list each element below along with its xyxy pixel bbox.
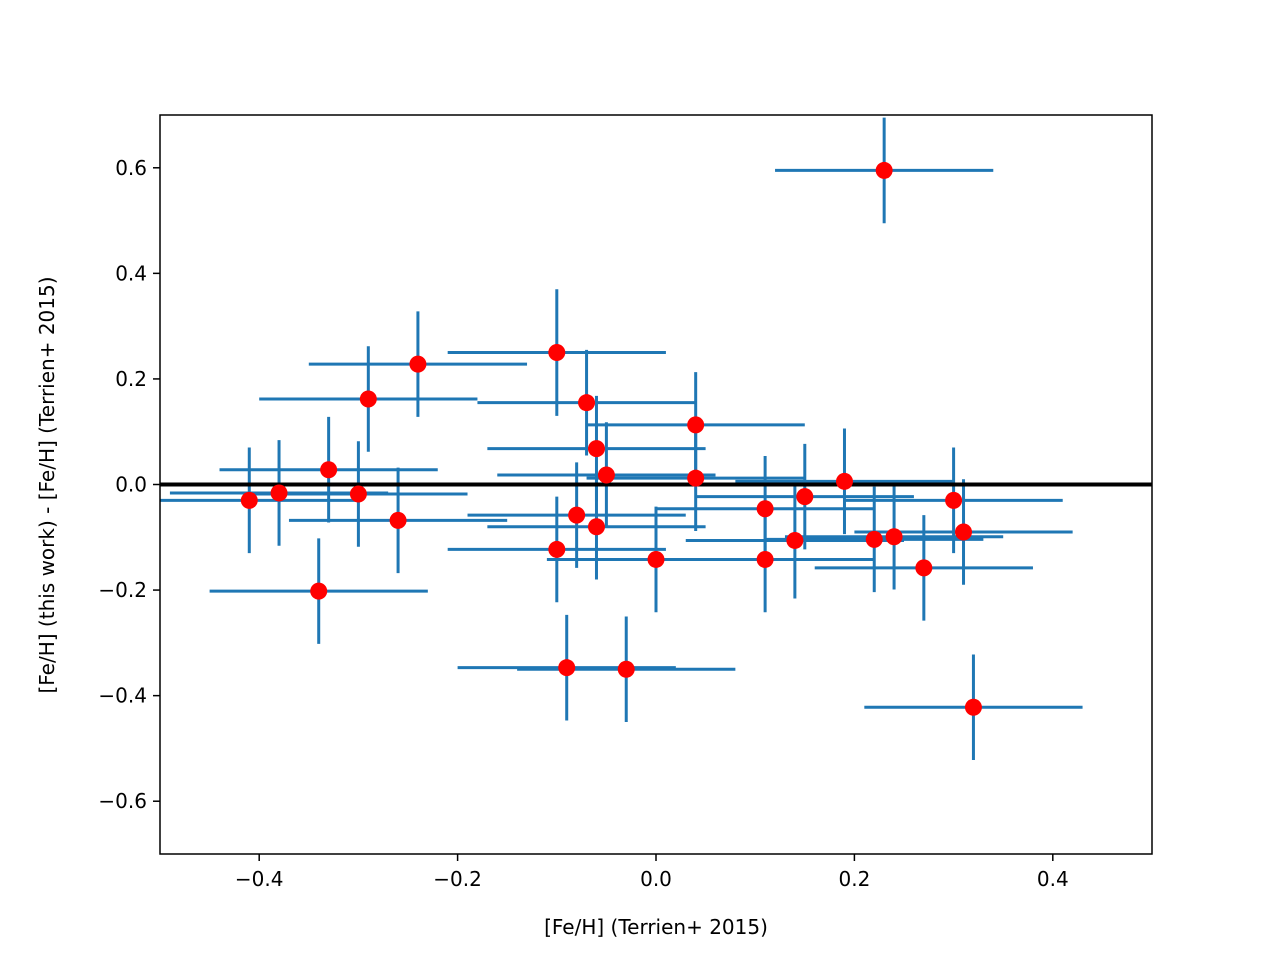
data-point-1	[409, 355, 427, 373]
x-tick-label: 0.2	[838, 867, 870, 891]
data-point-16	[587, 518, 605, 536]
data-point-7	[597, 466, 615, 484]
data-point-19	[558, 659, 576, 677]
data-point-5	[687, 416, 705, 434]
x-tick-label: −0.2	[433, 867, 482, 891]
data-point-12	[349, 485, 367, 503]
y-axis-label: [Fe/H] (this work) - [Fe/H] (Terrien+ 20…	[35, 276, 59, 693]
data-point-10	[240, 491, 258, 509]
x-axis-label: [Fe/H] (Terrien+ 2015)	[544, 915, 768, 939]
data-point-6	[587, 440, 605, 458]
data-point-25	[835, 472, 853, 490]
data-point-18	[647, 550, 665, 568]
data-point-31	[964, 698, 982, 716]
data-point-23	[786, 531, 804, 549]
x-axis-ticks: −0.4 −0.2 0.0 0.2 0.4	[235, 854, 1069, 891]
y-tick-label: 0.0	[115, 473, 147, 497]
data-markers	[240, 161, 982, 716]
data-point-28	[915, 559, 933, 577]
y-tick-label: 0.6	[115, 156, 147, 180]
data-point-29	[945, 491, 963, 509]
data-point-20	[617, 660, 635, 678]
x-tick-label: −0.4	[235, 867, 284, 891]
data-point-4	[578, 394, 596, 412]
y-axis-ticks: −0.6 −0.4 −0.2 0.0 0.2 0.4 0.6	[98, 156, 160, 813]
data-point-11	[270, 484, 288, 502]
y-tick-label: −0.2	[98, 578, 147, 602]
plot-area	[160, 117, 1152, 761]
data-point-8	[687, 469, 705, 487]
data-point-24	[796, 488, 814, 506]
data-point-15	[568, 506, 586, 524]
y-tick-label: −0.4	[98, 684, 147, 708]
data-point-17	[548, 540, 566, 558]
data-point-27	[885, 528, 903, 546]
data-point-21	[756, 500, 774, 518]
data-point-2	[359, 390, 377, 408]
data-point-26	[865, 530, 883, 548]
data-point-14	[310, 582, 328, 600]
data-point-30	[955, 523, 973, 541]
data-point-0	[875, 161, 893, 179]
data-point-13	[389, 511, 407, 529]
data-point-22	[756, 550, 774, 568]
x-tick-label: 0.0	[640, 867, 672, 891]
y-tick-label: −0.6	[98, 789, 147, 813]
y-tick-label: 0.2	[115, 367, 147, 391]
data-point-9	[320, 461, 338, 479]
data-point-3	[548, 344, 566, 362]
x-tick-label: 0.4	[1037, 867, 1069, 891]
y-tick-label: 0.4	[115, 261, 147, 285]
